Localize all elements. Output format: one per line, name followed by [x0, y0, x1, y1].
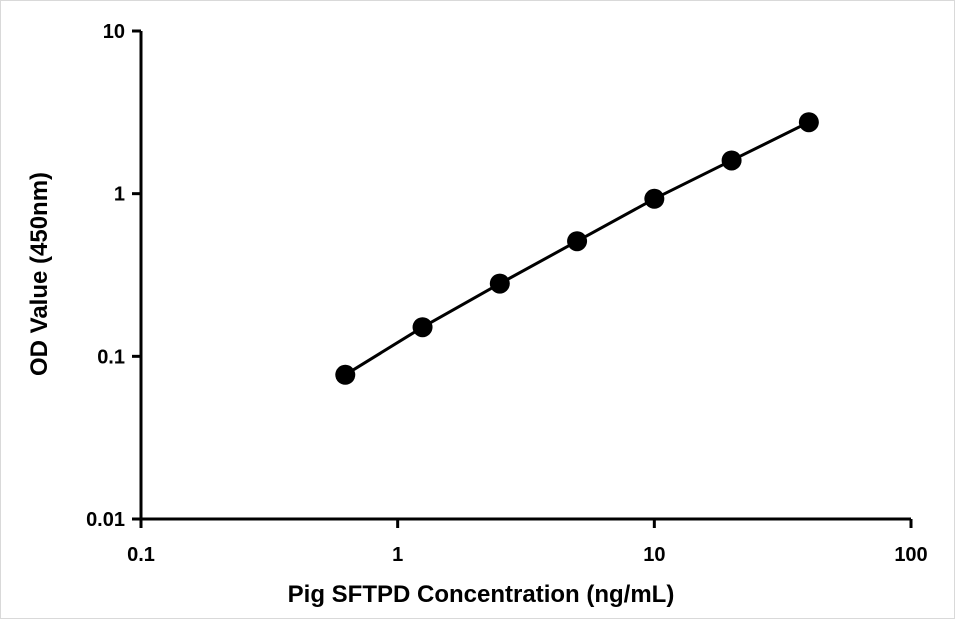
y-axis-title: OD Value (450nm)	[26, 172, 53, 376]
y-tick-label: 1	[114, 184, 125, 206]
data-point	[489, 273, 510, 294]
x-tick-label: 1	[392, 544, 403, 566]
data-point	[721, 150, 742, 171]
data-point	[798, 112, 819, 133]
y-tick-label: 0.1	[97, 346, 125, 368]
x-axis-title: Pig SFTPD Concentration (ng/mL)	[288, 581, 675, 608]
series	[335, 112, 819, 385]
x-tick-label: 10	[643, 544, 665, 566]
y-tick-label: 0.01	[86, 509, 125, 531]
data-point	[567, 231, 588, 252]
axes	[139, 31, 911, 521]
x-tick-label: 0.1	[127, 544, 155, 566]
y-tick-label: 10	[103, 21, 125, 43]
data-point	[412, 317, 433, 338]
data-point	[335, 364, 356, 385]
x-tick-label: 100	[894, 544, 927, 566]
data-point	[644, 188, 665, 209]
